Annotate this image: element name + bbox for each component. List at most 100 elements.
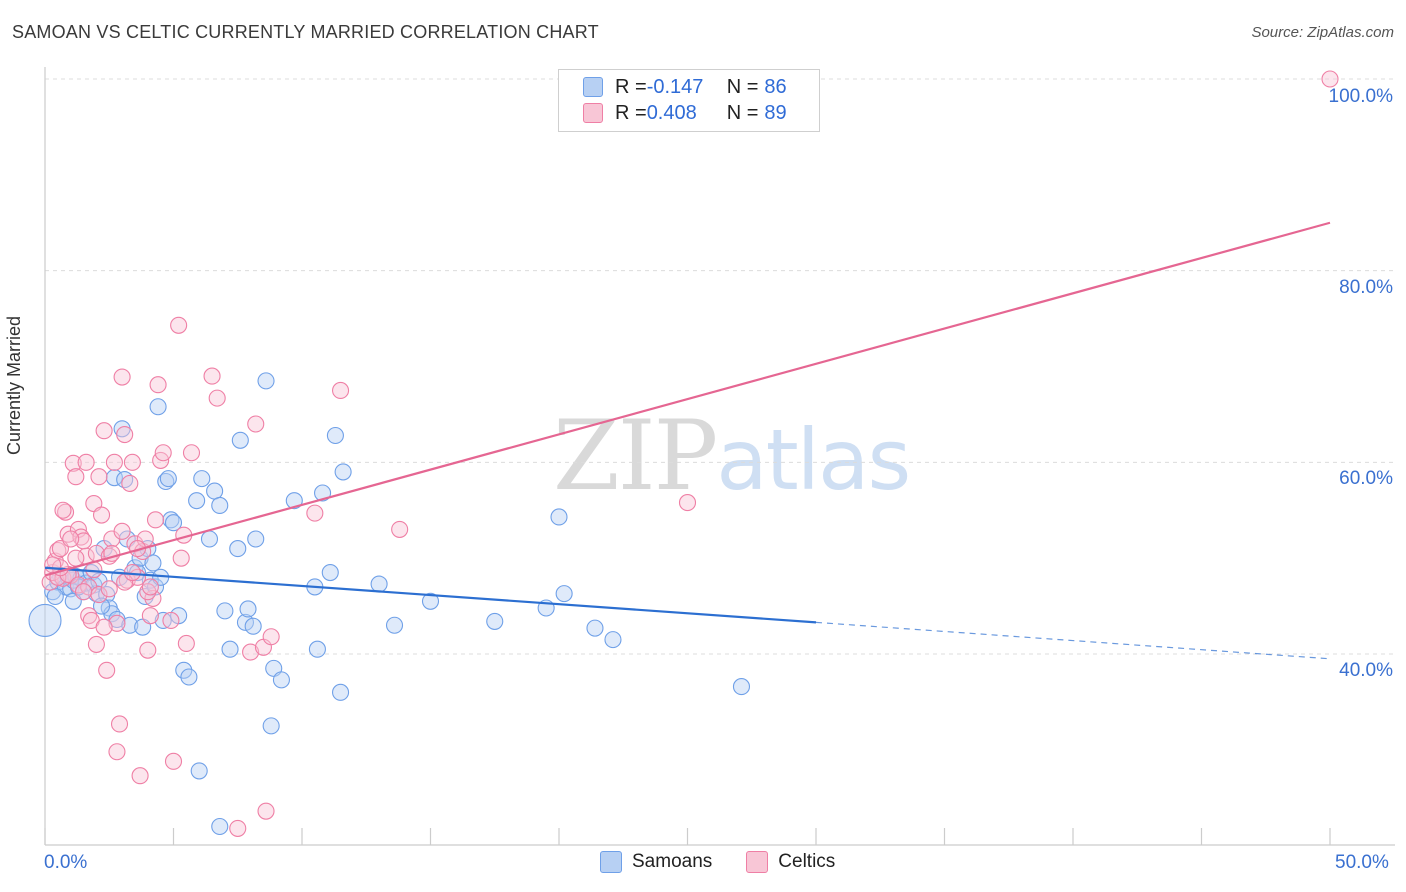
samoans-point	[314, 484, 332, 502]
celtics-point	[105, 453, 123, 471]
celtics-point	[229, 819, 247, 837]
samoans-point	[244, 617, 262, 635]
trendlines	[44, 221, 1331, 660]
stats-legend: R = -0.147 N = 86 R = 0.408 N = 89	[558, 69, 820, 132]
celtics-point	[77, 453, 95, 471]
samoans-point	[550, 508, 568, 526]
y-tick-label: 60.0%	[1339, 468, 1393, 489]
watermark-atlas: atlas	[716, 411, 911, 509]
y-axis-label: Currently Married	[4, 315, 24, 455]
celtics-point	[257, 802, 275, 820]
celtics-point	[203, 367, 221, 385]
samoans-point	[326, 426, 344, 445]
samoans-point	[180, 668, 198, 686]
samoans-point	[216, 602, 234, 620]
celtics-point	[110, 715, 129, 733]
celtics-point	[92, 506, 111, 524]
samoans-point	[229, 540, 247, 558]
samoans-point	[370, 575, 388, 593]
samoans-point	[262, 717, 280, 735]
celtics-point	[59, 525, 77, 543]
celtics-point	[177, 634, 195, 653]
legend-n-label: N =	[726, 101, 759, 124]
celtics-point	[95, 618, 113, 636]
celtics-point	[208, 389, 226, 407]
samoans-point	[211, 817, 229, 836]
legend-row-celtics: R = 0.408 N = 89	[583, 101, 787, 125]
samoans-point	[144, 554, 162, 572]
samoans-point	[157, 472, 175, 491]
samoans-point	[486, 612, 504, 630]
y-tick-label: 80.0%	[1339, 277, 1393, 298]
samoans-point	[46, 587, 64, 606]
data-points	[28, 70, 1339, 837]
samoans-swatch	[583, 77, 603, 97]
celtics-point	[64, 454, 82, 472]
samoans-point	[190, 762, 208, 780]
celtics-point	[141, 578, 159, 596]
samoans-point	[239, 600, 257, 618]
celtics-point	[149, 376, 167, 394]
celtics-point	[108, 614, 126, 632]
celtics-point	[98, 661, 116, 679]
samoans-point	[247, 530, 265, 548]
samoans-point	[321, 563, 339, 582]
celtics-point	[139, 641, 157, 659]
celtics-point	[139, 583, 157, 601]
celtics-point	[123, 453, 141, 471]
series-legend: Samoans Celtics	[600, 851, 835, 873]
legend-row-samoans: R = -0.147 N = 86	[583, 75, 787, 99]
samoans-point	[193, 470, 211, 488]
celtics-point	[121, 474, 139, 492]
samoans-legend-swatch	[600, 851, 622, 873]
y-tick-label: 40.0%	[1339, 660, 1393, 681]
samoans-point	[421, 592, 440, 610]
celtics-point	[90, 468, 108, 486]
samoans-point	[221, 640, 239, 658]
celtics-point	[170, 316, 188, 334]
celtics-point	[54, 501, 72, 519]
samoans-point	[285, 492, 303, 510]
celtics-point	[172, 549, 190, 567]
celtics-point	[391, 520, 409, 538]
samoans-point	[586, 619, 604, 637]
samoans-large-point	[28, 603, 62, 638]
celtics-point	[247, 415, 265, 433]
y-tick-label: 100.0%	[1328, 86, 1393, 107]
celtics-point	[113, 368, 131, 386]
samoans-point	[159, 470, 177, 488]
celtics-point	[67, 468, 85, 486]
samoans-point	[164, 514, 183, 532]
celtics-point	[87, 635, 105, 653]
samoans-r-value: -0.147	[646, 75, 704, 98]
celtics-point	[100, 580, 118, 598]
celtics-point	[1321, 70, 1339, 88]
celtics-point	[113, 522, 131, 540]
x-tick-label: 0.0%	[44, 852, 88, 873]
celtics-point	[146, 511, 165, 529]
samoans-trendline	[44, 566, 817, 624]
samoans-point	[732, 678, 751, 696]
celtics-point	[141, 607, 159, 625]
celtics-point	[154, 444, 172, 462]
gridlines	[45, 78, 1395, 655]
watermark: ZIPatlas	[553, 400, 911, 512]
celtics-point	[262, 628, 280, 646]
samoans-point	[231, 431, 249, 449]
celtics-point	[331, 381, 350, 400]
samoans-point	[206, 482, 224, 500]
celtics-point	[182, 444, 201, 462]
celtics-point	[44, 556, 62, 574]
celtics-point	[242, 643, 260, 661]
samoans-point	[272, 671, 290, 689]
celtics-point	[678, 494, 697, 512]
celtics-legend-swatch	[746, 851, 769, 873]
celtics-trendline	[44, 221, 1331, 577]
samoans-point	[188, 492, 206, 510]
celtics-point	[95, 422, 113, 440]
samoans-point	[126, 559, 144, 577]
samoans-point	[162, 511, 180, 529]
celtics-legend-label: Celtics	[778, 851, 836, 872]
celtics-point	[75, 583, 93, 601]
